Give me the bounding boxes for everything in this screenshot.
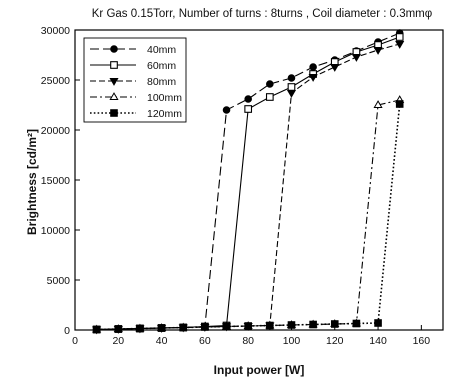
legend-marker bbox=[110, 109, 118, 117]
legend-label: 120mm bbox=[147, 108, 182, 120]
legend-items: 40mm 60mm 80mm 100mm 120mm bbox=[90, 44, 182, 120]
series-line-40mm bbox=[96, 32, 400, 331]
data-point-40mm bbox=[287, 74, 296, 82]
x-tick-label: 0 bbox=[72, 335, 78, 347]
legend-label: 80mm bbox=[147, 76, 176, 88]
legend-item-40mm: 40mm bbox=[90, 44, 176, 56]
data-point-120mm bbox=[136, 324, 144, 333]
data-point-120mm bbox=[395, 100, 404, 108]
data-point-40mm bbox=[244, 95, 252, 103]
data-point-40mm bbox=[222, 106, 231, 114]
x-axis: 0 20 40 60 80 100 120 140 160 bbox=[72, 325, 430, 347]
data-point-120mm bbox=[330, 320, 339, 328]
legend-item-120mm: 120mm bbox=[90, 108, 182, 120]
data-point-80mm bbox=[351, 54, 361, 62]
series-layer bbox=[92, 29, 405, 335]
legend-item-100mm: 100mm bbox=[90, 92, 182, 104]
data-point-120mm bbox=[287, 321, 296, 329]
series-100mm bbox=[92, 95, 405, 333]
data-point-60mm bbox=[395, 33, 404, 41]
legend-item-60mm: 60mm bbox=[90, 60, 176, 72]
legend-label: 60mm bbox=[147, 60, 176, 72]
data-point-80mm bbox=[373, 47, 383, 55]
data-point-120mm bbox=[179, 323, 188, 332]
data-point-120mm bbox=[157, 324, 166, 332]
data-point-120mm bbox=[244, 322, 252, 330]
y-axis: 0 5000 10000 15000 20000 25000 30000 bbox=[41, 25, 80, 337]
data-point-120mm bbox=[222, 322, 231, 331]
data-point-80mm bbox=[395, 41, 405, 49]
data-point-120mm bbox=[374, 319, 382, 327]
x-tick-label: 60 bbox=[199, 335, 211, 347]
data-point-120mm bbox=[309, 320, 317, 329]
y-tick-label: 5000 bbox=[47, 275, 71, 287]
series-line-120mm bbox=[96, 103, 401, 331]
data-point-60mm bbox=[265, 93, 274, 101]
x-tick-label: 140 bbox=[369, 335, 387, 347]
x-tick-label: 40 bbox=[156, 335, 168, 347]
x-tick-label: 20 bbox=[112, 335, 124, 347]
x-tick-label: 100 bbox=[283, 335, 301, 347]
x-tick-label: 160 bbox=[413, 335, 431, 347]
series-120mm bbox=[92, 100, 404, 334]
x-tick-label: 80 bbox=[242, 335, 254, 347]
data-point-120mm bbox=[201, 323, 209, 331]
legend-box bbox=[83, 37, 187, 123]
legend-marker bbox=[110, 45, 118, 53]
data-point-100mm bbox=[373, 100, 383, 108]
legend-label: 40mm bbox=[147, 44, 176, 56]
y-tick-label: 15000 bbox=[41, 175, 70, 187]
series-line-100mm bbox=[96, 99, 400, 331]
data-point-80mm bbox=[308, 74, 318, 82]
legend-marker bbox=[109, 92, 119, 100]
y-tick-label: 0 bbox=[64, 325, 70, 337]
x-tick-label: 120 bbox=[326, 335, 344, 347]
data-point-120mm bbox=[92, 325, 101, 334]
data-point-80mm bbox=[286, 90, 297, 98]
legend-item-80mm: 80mm bbox=[90, 76, 176, 88]
y-tick-label: 30000 bbox=[41, 25, 70, 37]
legend: 40mm 60mm 80mm 100mm 120mm bbox=[83, 37, 187, 123]
data-point-40mm bbox=[266, 80, 274, 88]
data-point-120mm bbox=[114, 325, 123, 333]
y-axis-label: Brightness [cd/m²] bbox=[25, 129, 39, 235]
data-point-60mm bbox=[244, 105, 253, 113]
legend-marker bbox=[110, 61, 118, 69]
y-tick-label: 10000 bbox=[41, 225, 70, 237]
data-point-120mm bbox=[266, 321, 274, 330]
y-tick-label: 25000 bbox=[41, 75, 70, 87]
data-point-80mm bbox=[330, 64, 340, 72]
legend-label: 100mm bbox=[147, 92, 182, 104]
legend-marker bbox=[109, 78, 119, 86]
chart-title: Kr Gas 0.15Torr, Number of turns : 8turn… bbox=[92, 8, 432, 20]
data-point-60mm bbox=[287, 83, 296, 91]
y-tick-label: 20000 bbox=[41, 125, 70, 137]
data-point-120mm bbox=[352, 319, 361, 328]
x-axis-label: Input power [W] bbox=[214, 363, 305, 377]
data-point-40mm bbox=[309, 63, 317, 71]
